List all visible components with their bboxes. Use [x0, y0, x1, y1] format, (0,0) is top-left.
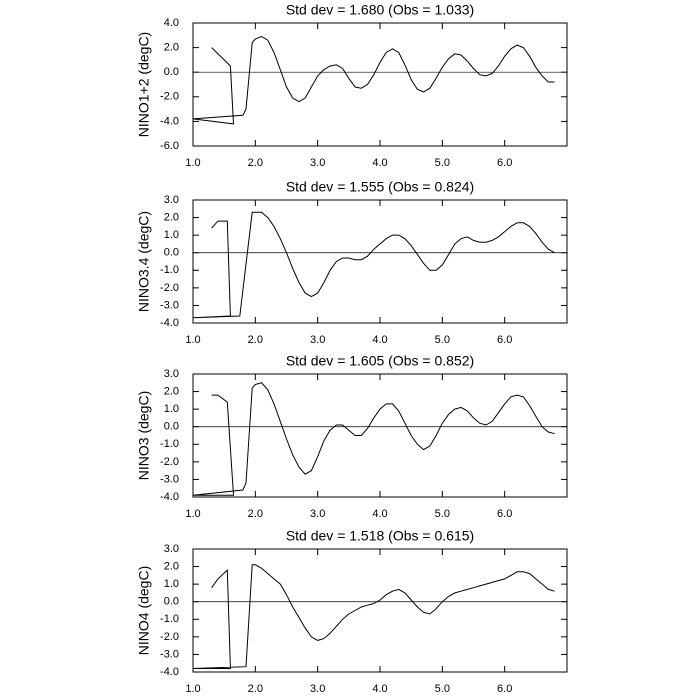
y-tick-label: 4.0 [164, 17, 179, 29]
y-tick-label: 3.0 [164, 368, 179, 380]
data-line [192, 211, 555, 319]
y-tick-label: -1.0 [160, 438, 179, 450]
x-tick-label: 6.0 [497, 508, 512, 520]
x-tick-label: 4.0 [372, 334, 387, 346]
y-tick-label: 2.0 [164, 42, 179, 54]
x-tick-label: 5.0 [435, 508, 450, 520]
y-tick-label: 0.0 [164, 421, 179, 433]
x-tick-label: 5.0 [435, 683, 450, 695]
x-tick-label: 2.0 [248, 157, 263, 169]
x-tick-label: 4.0 [372, 157, 387, 169]
x-tick-label: 6.0 [497, 683, 512, 695]
y-tick-label: 3.0 [164, 543, 179, 555]
y-tick-label: 2.0 [164, 211, 179, 223]
y-tick-label: -4.0 [160, 666, 179, 678]
x-tick-label: 1.0 [185, 157, 200, 169]
y-tick-label: 0.0 [164, 596, 179, 608]
data-line [192, 382, 555, 496]
x-tick-label: 1.0 [185, 508, 200, 520]
y-tick-label: 0.0 [164, 247, 179, 259]
x-tick-label: 2.0 [248, 508, 263, 520]
x-tick-label: 3.0 [310, 683, 325, 695]
x-tick-label: 4.0 [372, 683, 387, 695]
y-tick-label: 1.0 [164, 403, 179, 415]
x-tick-label: 2.0 [248, 334, 263, 346]
y-tick-label: 3.0 [164, 194, 179, 206]
data-line [192, 564, 555, 669]
y-tick-label: -6.0 [160, 140, 179, 152]
x-tick-label: 3.0 [310, 508, 325, 520]
x-tick-label: 6.0 [497, 157, 512, 169]
y-tick-label: -1.0 [160, 613, 179, 625]
x-tick-label: 3.0 [310, 334, 325, 346]
panel-title: Std dev = 1.680 (Obs = 1.033) [286, 2, 474, 18]
data-line [192, 35, 555, 125]
panel-title: Std dev = 1.518 (Obs = 0.615) [286, 528, 474, 544]
y-tick-label: -2.0 [160, 282, 179, 294]
y-axis-label: NINO3 (degC) [136, 391, 152, 480]
y-tick-label: -2.0 [160, 91, 179, 103]
y-tick-label: -1.0 [160, 264, 179, 276]
plot-frame [192, 373, 568, 498]
x-tick-label: 5.0 [435, 334, 450, 346]
x-tick-label: 4.0 [372, 508, 387, 520]
y-tick-label: -4.0 [160, 491, 179, 503]
plot-frame [192, 548, 568, 673]
x-tick-label: 2.0 [248, 683, 263, 695]
x-tick-label: 1.0 [185, 334, 200, 346]
y-tick-label: -3.0 [160, 648, 179, 660]
y-tick-label: -4.0 [160, 317, 179, 329]
y-tick-label: -2.0 [160, 456, 179, 468]
y-tick-label: -4.0 [160, 115, 179, 127]
x-tick-label: 5.0 [435, 157, 450, 169]
plot-frame [192, 22, 568, 147]
y-tick-label: 1.0 [164, 229, 179, 241]
y-tick-label: -3.0 [160, 473, 179, 485]
panel-title: Std dev = 1.605 (Obs = 0.852) [286, 353, 474, 369]
plot-frame [192, 199, 568, 324]
y-tick-label: 2.0 [164, 385, 179, 397]
x-tick-label: 3.0 [310, 157, 325, 169]
y-tick-label: 2.0 [164, 560, 179, 572]
x-tick-label: 1.0 [185, 683, 200, 695]
x-tick-label: 6.0 [497, 334, 512, 346]
y-axis-label: NINO4 (degC) [136, 566, 152, 655]
y-tick-label: -3.0 [160, 299, 179, 311]
y-tick-label: 0.0 [164, 66, 179, 78]
y-axis-label: NINO3.4 (degC) [136, 211, 152, 312]
y-tick-label: 1.0 [164, 578, 179, 590]
y-axis-label: NINO1+2 (degC) [136, 32, 152, 137]
y-tick-label: -2.0 [160, 631, 179, 643]
panel-title: Std dev = 1.555 (Obs = 0.824) [286, 179, 474, 195]
